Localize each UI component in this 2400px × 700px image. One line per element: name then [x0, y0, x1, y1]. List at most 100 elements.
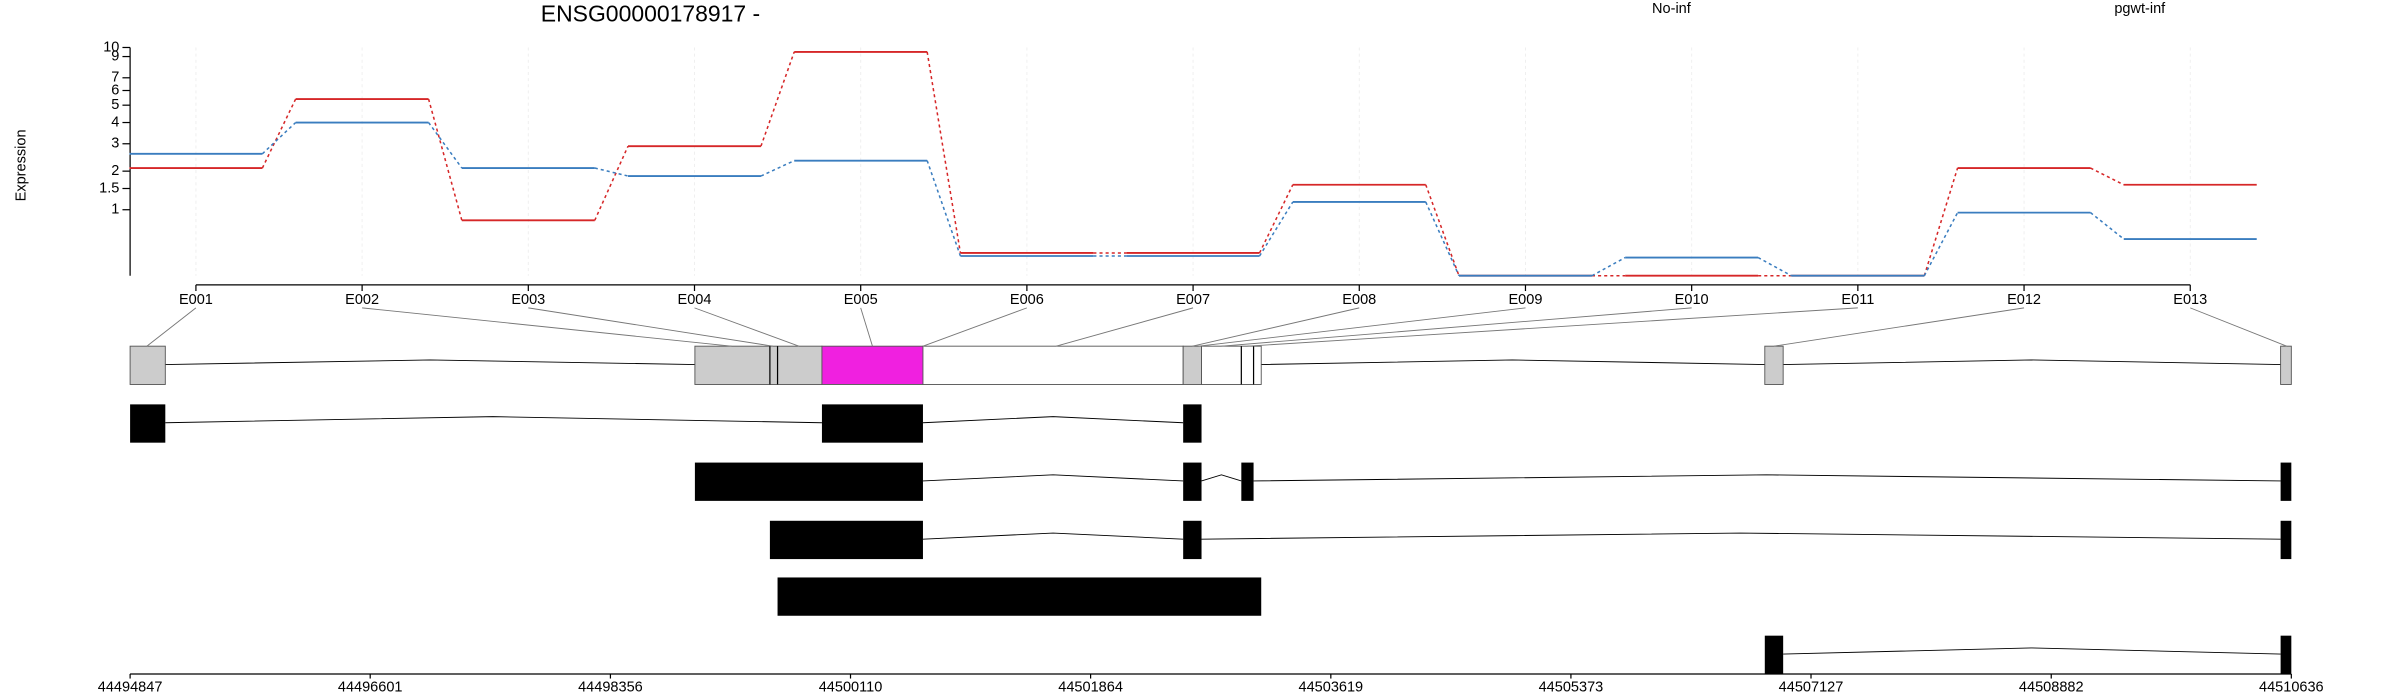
exon-connector: [1198, 307, 1526, 347]
transcript-exon: [2280, 635, 2292, 674]
exon-bin: [694, 345, 823, 385]
transcript-exon: [2280, 462, 2292, 501]
genome-tick-label: 44503619: [1299, 680, 1364, 696]
intron: [1253, 474, 2281, 482]
exon-bin: [1201, 345, 1262, 385]
transcript-exon: [1183, 520, 1202, 560]
intron: [922, 532, 1184, 540]
exon-connector: [1221, 307, 1692, 347]
series-connector: [1425, 201, 1460, 277]
x-tick-label: E002: [345, 292, 379, 308]
chart-title: ENSG00000178917 -: [541, 0, 760, 26]
exon-bin: [2280, 345, 2292, 385]
exon-bin-highlight: [821, 345, 924, 385]
transcript-exon: [130, 404, 166, 443]
genome-tick-label: 44501864: [1058, 680, 1123, 696]
x-tick-label: E007: [1176, 292, 1210, 308]
x-tick-label: E006: [1010, 292, 1044, 308]
x-tick-label: E012: [2007, 292, 2041, 308]
x-tick-label: E003: [511, 292, 545, 308]
series-connector: [1923, 167, 1959, 276]
y-tick-label: 4: [111, 114, 119, 130]
exon-connector: [860, 307, 873, 347]
transcript-exon: [1764, 635, 1784, 674]
x-tick-label: E009: [1509, 292, 1543, 308]
y-tick-label: 3: [111, 136, 119, 152]
y-tick-label: 2: [111, 163, 119, 179]
x-tick-label: E013: [2173, 292, 2207, 308]
series-connector: [1258, 201, 1294, 257]
transcripts: [130, 404, 2292, 674]
series-connector: [1757, 256, 1792, 277]
genome-tick-label: 44498356: [578, 680, 643, 696]
exon-connector: [146, 307, 197, 347]
series-connector: [760, 159, 795, 177]
intron: [1201, 474, 1242, 482]
exon-bin: [922, 345, 1184, 385]
transcript-exon: [1183, 462, 1202, 501]
intron: [1783, 359, 2281, 366]
exon-bin: [1182, 345, 1202, 385]
genome-tick-label: 44494847: [98, 680, 163, 696]
series-connector: [1591, 256, 1626, 277]
series-connector: [2090, 212, 2125, 240]
series-connector: [261, 121, 297, 155]
genome-tick-label: 44505373: [1539, 680, 1604, 696]
series-connector: [926, 51, 962, 254]
transcript-exon: [769, 520, 923, 560]
series-connector: [1425, 184, 1460, 276]
x-tick-label: E004: [678, 292, 712, 308]
x-tick-label: E005: [844, 292, 878, 308]
genome-tick-label: 44510636: [2259, 680, 2324, 696]
exon-connector: [922, 307, 1028, 347]
y-tick-label: 7: [111, 70, 119, 86]
series-connector: [427, 98, 463, 221]
y-tick-label: 6: [111, 82, 119, 98]
legend-entry: pgwt-inf: [2114, 1, 2166, 17]
series-connector: [594, 145, 629, 221]
x-tick-label: E010: [1675, 292, 1709, 308]
transcript-exon: [2280, 520, 2292, 560]
series-connector: [427, 122, 463, 169]
x-tick-label: E001: [179, 292, 213, 308]
legend-entry: No-inf: [1652, 1, 1692, 17]
intron: [1783, 647, 2281, 655]
genome-tick-label: 44507127: [1779, 680, 1844, 696]
exon-connector: [528, 307, 774, 347]
intron: [165, 416, 822, 424]
gene-model: [129, 345, 2292, 385]
intron: [922, 474, 1184, 482]
x-tick-label: E011: [1841, 292, 1874, 308]
exon-connector: [1773, 307, 2025, 347]
series-connector: [926, 160, 962, 257]
exon-connector: [362, 307, 732, 347]
intron: [165, 359, 695, 366]
series-connector: [1258, 184, 1294, 254]
exon-connector: [1055, 307, 1194, 347]
exon-connector: [694, 307, 800, 347]
exon-connector: [1192, 307, 1360, 347]
x-tick-label: E008: [1342, 292, 1376, 308]
y-tick-label: 1.5: [99, 180, 119, 196]
y-tick-label: 1: [111, 202, 119, 218]
transcript-exon: [821, 404, 923, 443]
exon-bin: [1764, 345, 1784, 385]
transcript-exon: [1183, 404, 1202, 443]
series-connector: [594, 167, 629, 177]
exon-bin: [129, 345, 166, 385]
intron: [1261, 359, 1765, 366]
series-connector: [261, 98, 297, 169]
genome-tick-label: 44496601: [338, 680, 403, 696]
y-tick-label: 5: [111, 97, 119, 113]
y-tick-label: 9: [111, 48, 119, 64]
exon-connector: [2190, 307, 2287, 347]
series-connector: [760, 51, 795, 147]
exon-connector: [1247, 307, 1858, 347]
transcript-exon: [1241, 462, 1254, 501]
genome-tick-label: 44500110: [819, 680, 883, 696]
transcript-exon: [694, 462, 923, 501]
y-tick-label: 10: [103, 39, 119, 55]
